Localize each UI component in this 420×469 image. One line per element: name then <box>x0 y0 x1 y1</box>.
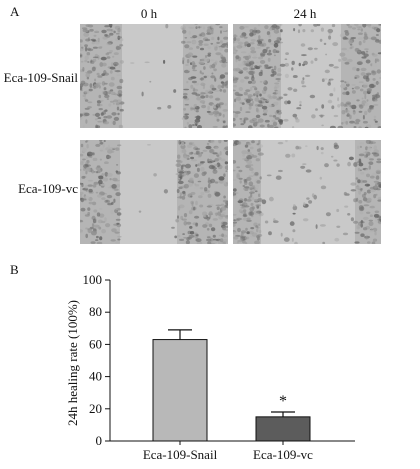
x-tick-label-1: Eca-109-vc <box>253 447 313 462</box>
column-header-0h: 0 h <box>140 6 158 21</box>
panel-b-label: B <box>10 262 19 277</box>
y-tick-label: 40 <box>89 369 102 384</box>
row-label-vc: Eca-109-vc <box>18 181 78 196</box>
micrograph-vc-24h <box>233 140 381 244</box>
x-tick-label-0: Eca-109-Snail <box>143 447 218 462</box>
column-header-24h: 24 h <box>293 6 317 21</box>
bar-1 <box>255 416 311 442</box>
micrograph-snail-0h <box>80 24 228 128</box>
y-tick-label: 20 <box>89 401 102 416</box>
micrograph-snail-24h <box>233 24 381 128</box>
y-tick-label: 80 <box>89 304 102 319</box>
y-tick-label: 0 <box>96 433 103 448</box>
micrograph-vc-0h <box>80 140 228 244</box>
y-tick-label: 100 <box>83 272 103 287</box>
significance-asterisk: * <box>279 393 287 410</box>
bar-0 <box>152 339 208 442</box>
y-axis-label: 24h healing rate (100%) <box>65 300 80 426</box>
panel-a-label: A <box>10 4 20 19</box>
y-tick-label: 60 <box>89 336 102 351</box>
healing-rate-bar-chart: 24h healing rate (100%) 0 20 40 60 80 100 Eca-… <box>65 272 355 462</box>
row-label-snail: Eca-109-Snail <box>3 70 78 85</box>
